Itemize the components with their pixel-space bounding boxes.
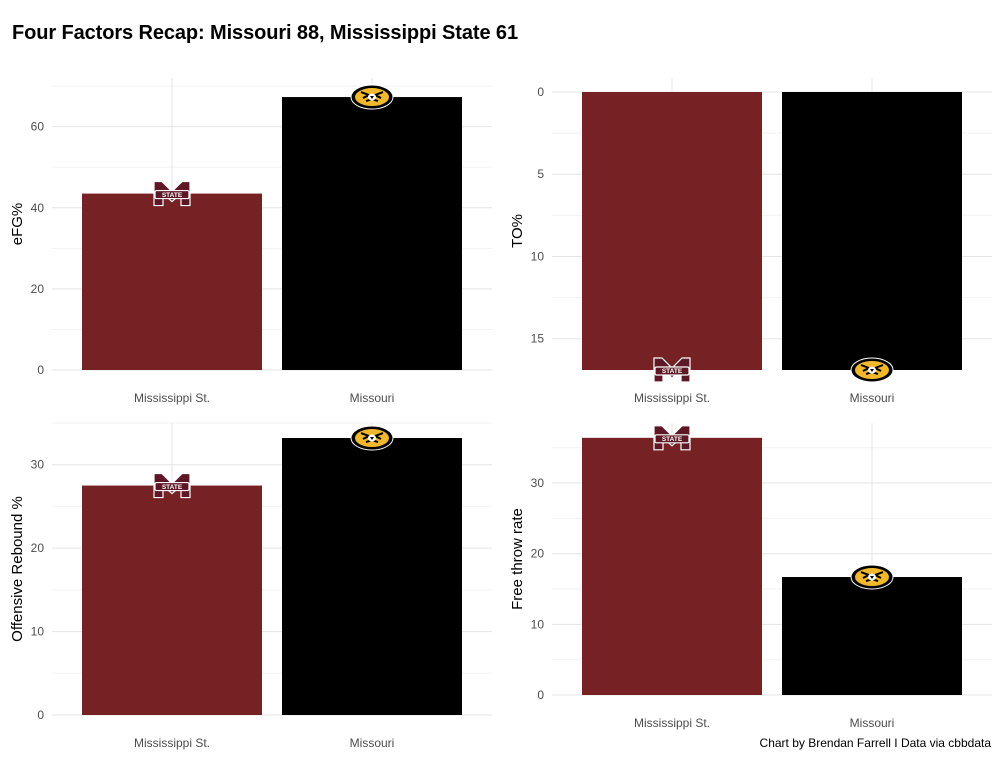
x-tick-label: Mississippi St. <box>634 716 710 730</box>
msu-state-m-logo-icon: STATE <box>153 180 191 207</box>
y-tick-label: 15 <box>531 332 545 346</box>
mizzou-tiger-logo-icon <box>850 357 894 383</box>
bar-missouri <box>782 577 962 695</box>
bars: STATE <box>582 425 962 695</box>
y-axis-label: Offensive Rebound % <box>9 496 26 642</box>
y-tick-label: 0 <box>537 85 544 99</box>
msu-state-m-logo-icon: STATE <box>653 357 691 383</box>
x-tick-label: Missouri <box>350 391 395 405</box>
y-tick-label: 30 <box>31 458 45 472</box>
bar-mississippi-st <box>82 485 262 715</box>
y-tick-label: 20 <box>531 547 545 561</box>
y-tick-label: 5 <box>537 167 544 181</box>
bar-missouri <box>282 438 462 715</box>
bars: STATE <box>82 425 462 715</box>
bar-missouri <box>282 97 462 371</box>
bar-mississippi-st <box>582 437 762 695</box>
bars: STATE <box>82 84 462 371</box>
msu-state-m-logo-icon: STATE <box>653 425 691 451</box>
free-throw-rate-panel: 0 10 20 30 STATE Mississippi St. Missouri Free … <box>509 423 992 730</box>
msu-state-m-logo-icon: STATE <box>153 472 191 499</box>
svg-text:STATE: STATE <box>162 484 183 491</box>
x-tick-label: Mississippi St. <box>134 391 210 405</box>
y-tick-label: 10 <box>31 625 45 639</box>
chart-caption: Chart by Brendan Farrell I Data via cbbd… <box>759 736 991 750</box>
y-tick-label: 30 <box>531 476 545 490</box>
x-tick-label: Missouri <box>850 391 895 405</box>
efg-panel: 0 20 40 60 STATE Mississippi St. Missouri eFG% <box>9 78 492 405</box>
x-tick-label: Mississippi St. <box>134 736 210 750</box>
mizzou-tiger-logo-icon <box>350 84 394 110</box>
x-tick-label: Missouri <box>350 736 395 750</box>
chart-title: Four Factors Recap: Missouri 88, Mississ… <box>12 22 518 44</box>
bar-missouri <box>782 92 962 370</box>
y-tick-label: 40 <box>31 201 45 215</box>
y-tick-label: 10 <box>531 617 545 631</box>
x-tick-label: Mississippi St. <box>634 391 710 405</box>
turnover-panel: 0 5 10 15 STATE Mississippi St. Missouri TO% <box>509 78 992 405</box>
y-tick-label: 60 <box>31 120 45 134</box>
y-tick-label: 0 <box>37 363 44 377</box>
y-tick-label: 0 <box>537 688 544 702</box>
svg-text:STATE: STATE <box>662 368 683 375</box>
y-axis-label: eFG% <box>9 203 26 246</box>
y-tick-label: 0 <box>37 708 44 722</box>
offensive-rebound-panel: 0 10 20 30 STATE Mississippi St. Missouri Offen… <box>9 422 492 750</box>
svg-text:STATE: STATE <box>662 436 683 443</box>
mizzou-tiger-logo-icon <box>350 425 394 451</box>
bar-mississippi-st <box>582 92 762 370</box>
x-tick-label: Missouri <box>850 716 895 730</box>
y-axis-label: Free throw rate <box>509 508 526 610</box>
y-tick-label: 20 <box>31 541 45 555</box>
y-tick-label: 20 <box>31 282 45 296</box>
y-tick-label: 10 <box>531 249 545 263</box>
bar-mississippi-st <box>82 193 262 370</box>
y-axis-label: TO% <box>509 214 526 248</box>
bars: STATE <box>582 92 962 383</box>
svg-text:STATE: STATE <box>162 192 183 199</box>
mizzou-tiger-logo-icon <box>850 564 894 590</box>
